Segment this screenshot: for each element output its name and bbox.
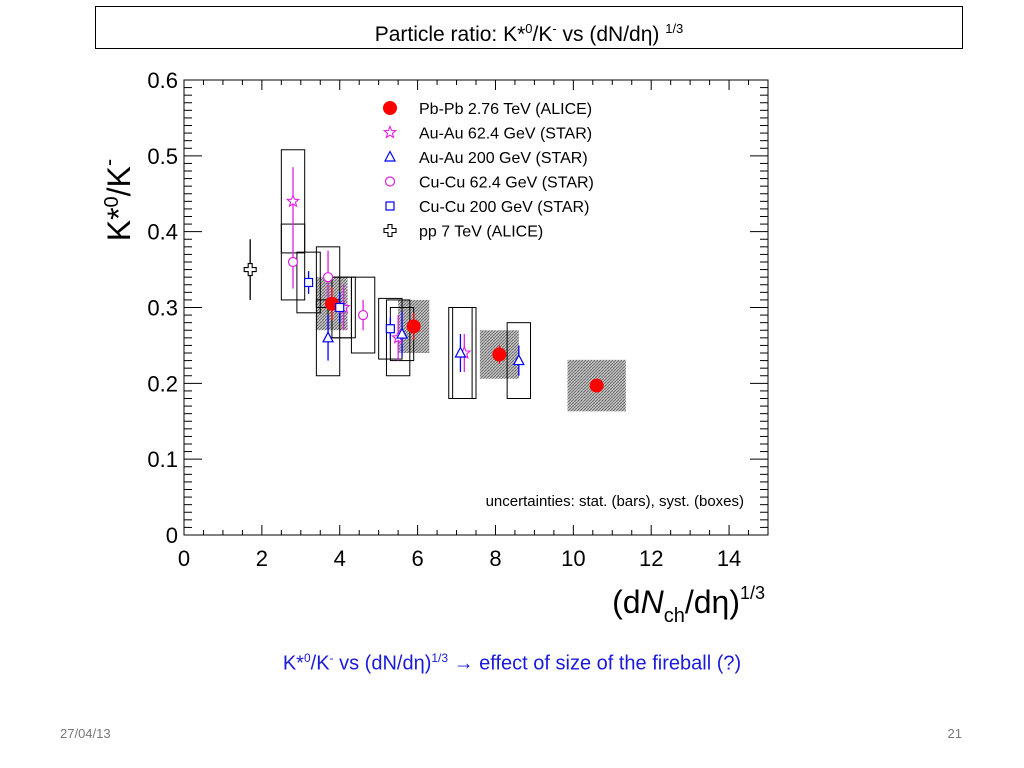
slide-caption: K*0/K- vs (dN/dη)1/3 → effect of size of… [0,651,1024,676]
title-main: Particle ratio: K* [374,23,526,46]
caption-sup-0: 0 [303,651,311,665]
title-mid: /K [532,23,553,46]
data-marks [243,149,626,412]
title-sup-13: 1/3 [665,21,684,36]
caption-sup-13: 1/3 [431,651,449,665]
legend-label: Cu-Cu 200 GeV (STAR) [419,199,589,216]
x-tick-label: 8 [489,546,501,571]
points [243,193,604,393]
legend-label: Au-Au 200 GeV (STAR) [419,150,588,167]
data-point [322,331,335,343]
legend-marker [383,223,397,238]
title-sup-0: 0 [525,21,533,36]
caption-sup-minus: - [329,651,334,665]
x-axis-label: (dNch/dη)1/3 [612,583,765,627]
xlabel-sub: ch [664,605,685,627]
data-point [335,302,345,313]
legend-label: pp 7 TeV (ALICE) [419,224,543,241]
ylabel-sup0: 0 [101,196,123,207]
title-sup-minus: - [552,21,557,36]
legend-marker [382,124,398,139]
xlabel-b: N [641,584,665,620]
data-point [243,263,257,277]
data-point [322,272,334,283]
xlabel-c: /dη) [685,584,740,620]
y-tick-label: 0.1 [147,447,178,472]
data-point [492,347,507,362]
legend-label: Cu-Cu 62.4 GeV (STAR) [419,175,594,192]
legend-marker [384,150,396,162]
caption-main: K* [282,652,304,675]
x-tick-label: 0 [178,546,190,571]
caption-mid: /K [310,652,330,675]
data-point [396,327,409,339]
ylabel-supminus: - [100,159,121,166]
y-tick-label: 0.4 [147,220,178,245]
ylabel-b: /K [101,166,137,196]
caption-arrow-text: → effect of size of the fireball (?) [448,652,742,675]
y-tick-label: 0.2 [147,371,178,396]
y-tick-label: 0.6 [147,68,178,93]
syst-box [385,299,411,377]
xlabel-sup: 1/3 [740,583,765,603]
syst-box [448,307,473,399]
y-axis-label: K*0/K- [100,159,137,241]
ylabel-a: K* [101,207,137,241]
data-point [512,353,525,366]
data-point [285,193,301,208]
data-point [287,256,299,268]
data-point [385,324,395,334]
uncertainty-annotation: uncertainties: stat. (bars), syst. (boxe… [486,493,744,510]
data-point [454,346,467,358]
slide-title: Particle ratio: K*0/K- vs (dN/dη) 1/3 [95,6,963,49]
legend-label: Pb-Pb 2.76 TeV (ALICE) [419,101,592,118]
x-tick-label: 12 [639,546,663,571]
legend-label: Au-Au 62.4 GeV (STAR) [419,126,592,143]
syst-box [296,251,321,314]
legend: Pb-Pb 2.76 TeV (ALICE) Au-Au 62.4 GeV (ST… [382,101,594,241]
x-tick-label: 4 [334,546,346,571]
data-point [589,378,604,393]
legend-marker [384,176,396,187]
xlabel-a: (d [612,584,640,620]
data-point [303,277,314,288]
axes: 0 2 4 6 8 10 12 14 0 0.1 0.2 0.3 0.4 0.5 0.6 [147,68,769,571]
title-rest: vs (dN/dη) [556,23,666,46]
x-tick-label: 10 [561,546,585,571]
footer-page-number: 21 [947,726,962,741]
footer-date: 27/04/13 [60,726,111,741]
y-tick-label: 0.3 [147,296,178,321]
y-tick-label: 0.5 [147,144,178,169]
x-tick-label: 2 [256,546,268,571]
data-point [406,319,421,334]
x-tick-label: 14 [717,546,741,571]
legend-marker [385,201,395,211]
caption-rest: vs (dN/dη) [333,652,432,675]
legend-marker [383,101,397,115]
x-tick-label: 6 [411,546,423,571]
y-tick-label: 0 [166,523,178,548]
data-point [357,309,369,321]
ratio-scatter-chart: 0 2 4 6 8 10 12 14 0 0.1 0.2 0.3 0.4 0.5 0.6 Pb-Pb 2.7… [100,68,769,627]
syst-box [506,322,532,399]
